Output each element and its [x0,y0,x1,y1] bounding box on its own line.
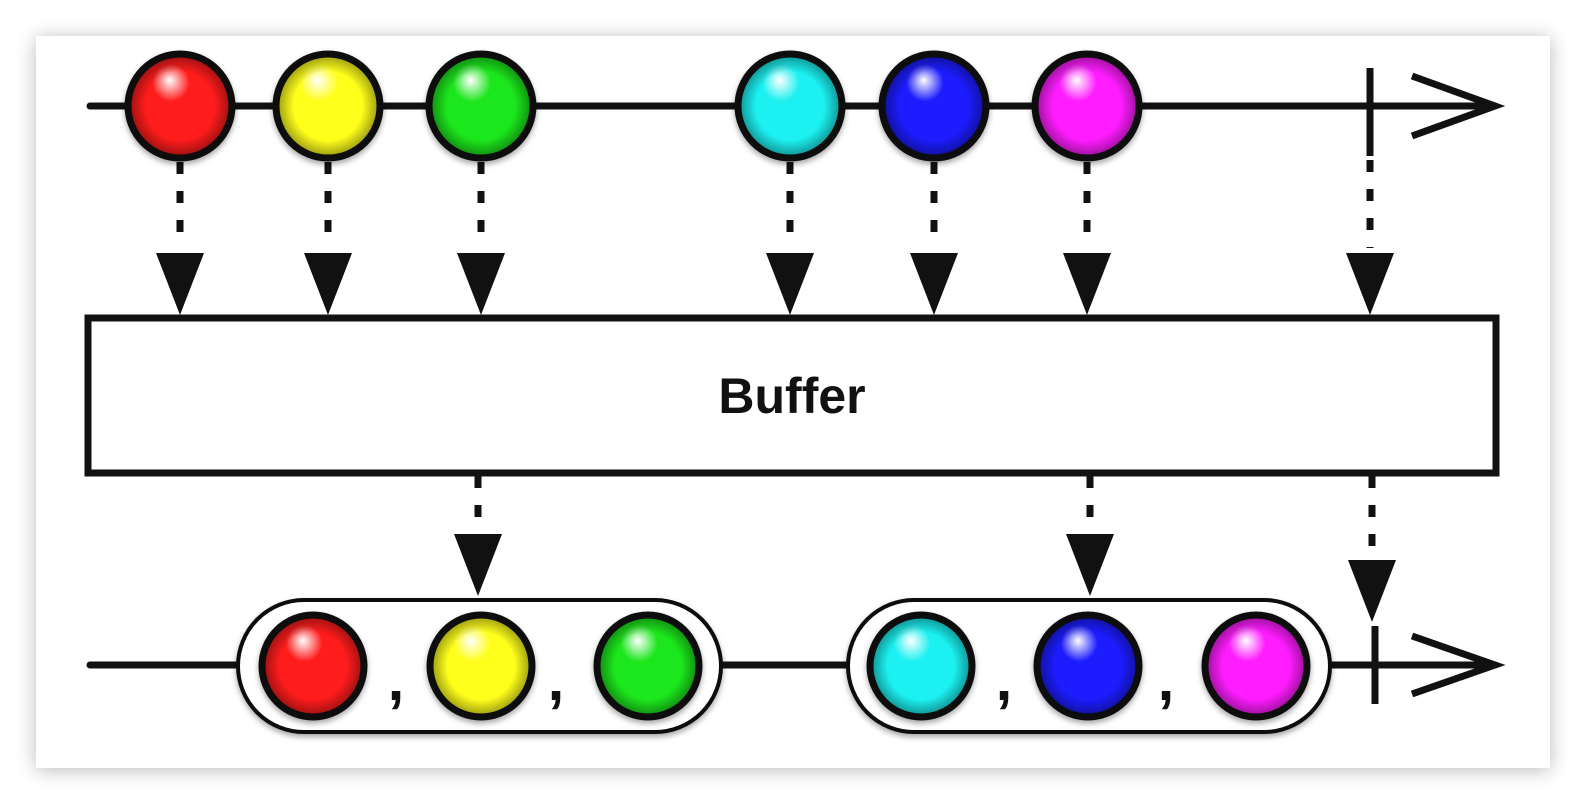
green-marble [593,611,703,721]
output-arrow [454,476,502,596]
red-marble [258,611,368,721]
output-buffers: ,,,, [236,598,1332,734]
yellow-marble [272,50,384,162]
output-arrow [1066,476,1114,596]
green-marble [425,50,537,162]
input-arrow [457,162,505,315]
completion-arrow [1348,476,1396,622]
magenta-marble [1031,50,1143,162]
separator-comma: , [996,646,1013,713]
input-arrows [156,160,1394,315]
red-marble [124,50,236,162]
blue-marble [1033,611,1143,721]
input-arrowhead [1410,72,1506,140]
buffer-operator: Buffer [84,314,1500,477]
buffer-bundle: ,, [236,598,723,734]
input-marbles [124,50,1143,162]
input-arrow [156,162,204,315]
buffer-bundle: ,, [846,598,1332,734]
input-arrow [910,162,958,315]
input-arrow [1063,162,1111,315]
blue-marble [878,50,990,162]
cyan-marble [734,50,846,162]
separator-comma: , [1158,646,1175,713]
completion-arrow [1346,160,1394,315]
output-arrows [454,476,1396,622]
separator-comma: , [548,646,565,713]
input-arrow [766,162,814,315]
yellow-marble [426,611,536,721]
cyan-marble [866,611,976,721]
magenta-marble [1201,611,1311,721]
separator-comma: , [388,646,405,713]
input-arrow [304,162,352,315]
operator-label: Buffer [718,368,865,424]
output-arrowhead [1410,632,1506,698]
